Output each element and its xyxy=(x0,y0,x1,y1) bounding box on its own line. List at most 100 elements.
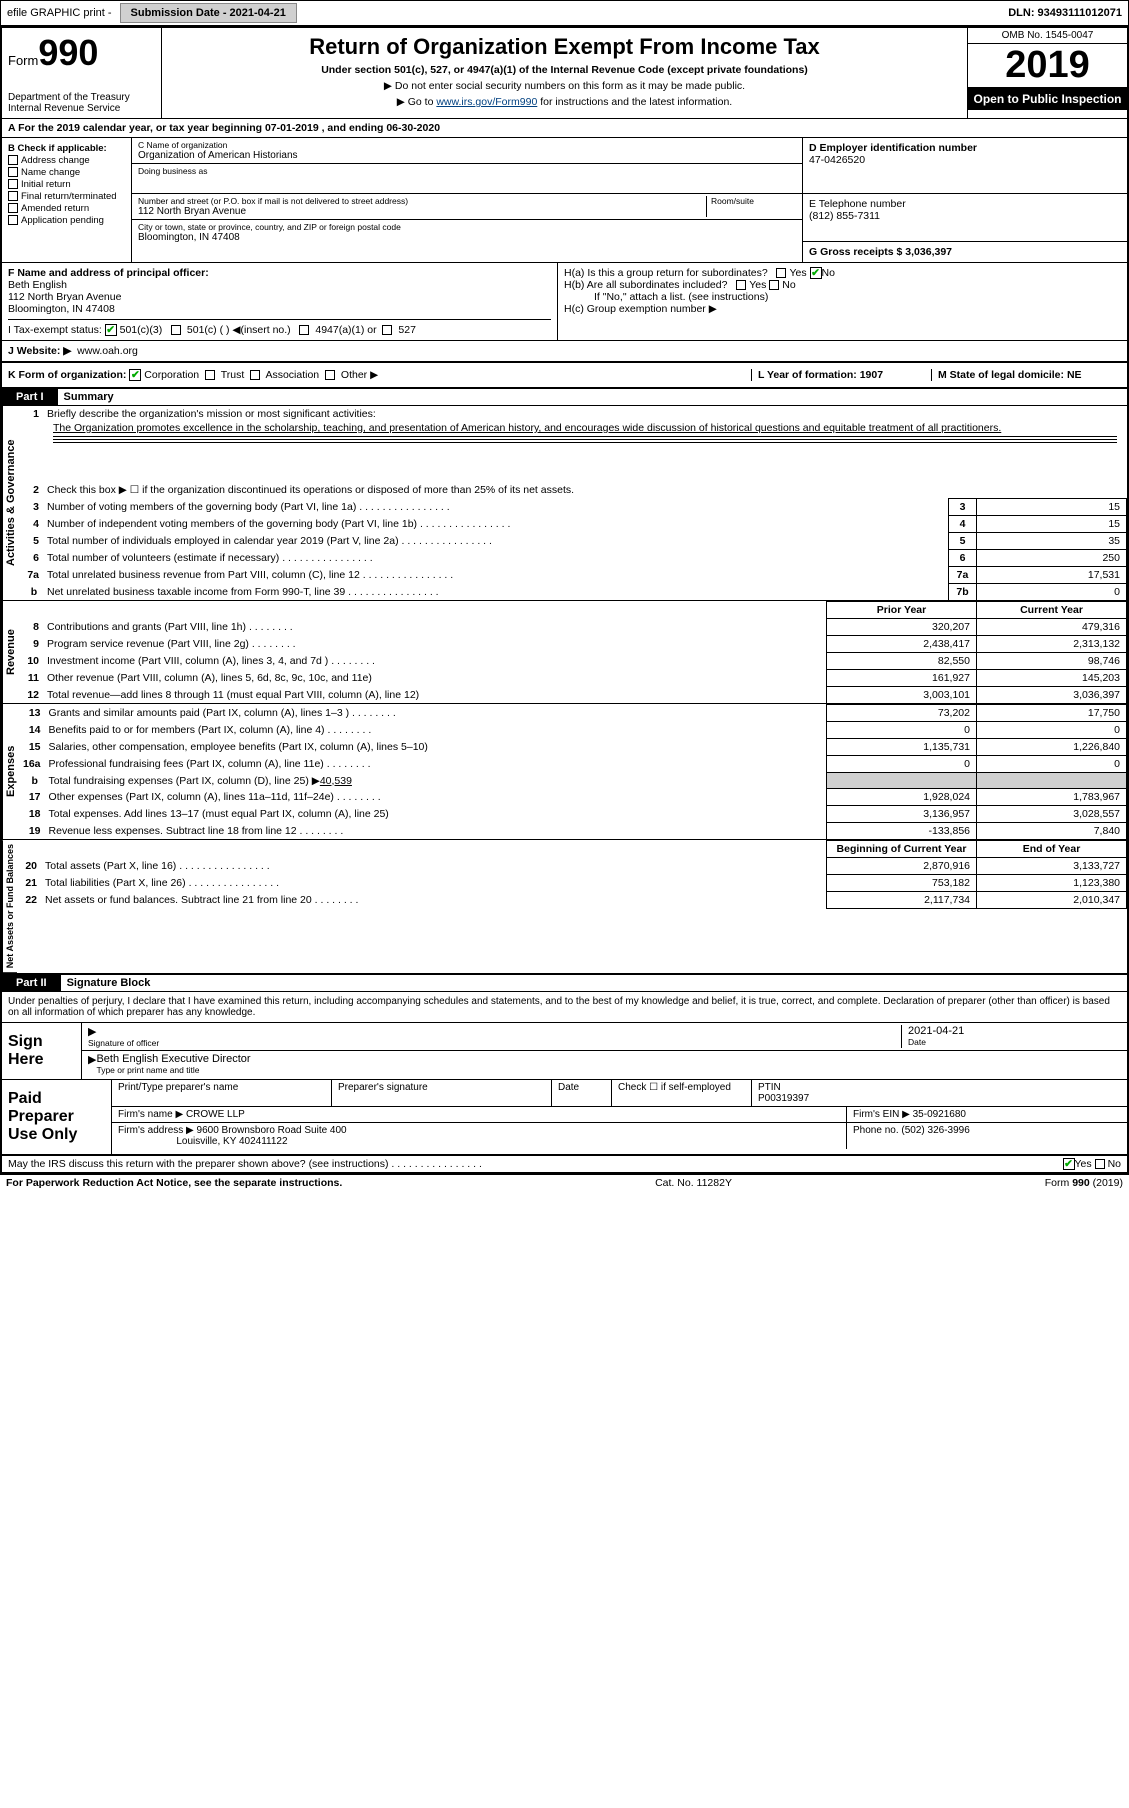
prior-13: 73,202 xyxy=(827,705,977,722)
form-label: Form xyxy=(8,53,38,68)
checkbox-ha-no[interactable]: ✔ xyxy=(810,267,822,279)
fundraising-total: 40,539 xyxy=(320,775,352,787)
telephone: (812) 855-7311 xyxy=(809,210,1121,222)
side-activities-governance: Activities & Governance xyxy=(2,406,19,601)
curr-18: 3,028,557 xyxy=(977,806,1127,823)
checkbox-association[interactable] xyxy=(250,370,260,380)
prior-17: 1,928,024 xyxy=(827,789,977,806)
sign-here-label: Sign Here xyxy=(2,1023,82,1079)
curr-14: 0 xyxy=(977,722,1127,739)
side-expenses: Expenses xyxy=(2,704,19,840)
curr-17: 1,783,967 xyxy=(977,789,1127,806)
org-city: Bloomington, IN 47408 xyxy=(138,232,796,243)
checkbox-4947[interactable] xyxy=(299,325,309,335)
val-3: 15 xyxy=(977,499,1127,516)
checkbox-501c[interactable] xyxy=(171,325,181,335)
beg-21: 753,182 xyxy=(827,875,977,892)
mission-text: The Organization promotes excellence in … xyxy=(53,422,1001,434)
curr-11: 145,203 xyxy=(977,670,1127,687)
curr-12: 3,036,397 xyxy=(977,687,1127,704)
prior-10: 82,550 xyxy=(827,653,977,670)
org-address: 112 North Bryan Avenue xyxy=(138,206,706,217)
topbar: efile GRAPHIC print - Submission Date - … xyxy=(0,0,1129,26)
form-subtitle: Under section 501(c), 527, or 4947(a)(1)… xyxy=(170,64,959,76)
omb-number: OMB No. 1545-0047 xyxy=(968,28,1127,44)
dept-label: Department of the Treasury xyxy=(8,92,155,103)
val-6: 250 xyxy=(977,550,1127,567)
efile-label: efile GRAPHIC print - xyxy=(1,7,118,19)
officer-name: Beth English xyxy=(8,279,551,291)
state-domicile: M State of legal domicile: NE xyxy=(938,369,1082,381)
prior-9: 2,438,417 xyxy=(827,636,977,653)
firm-phone: (502) 326-3996 xyxy=(901,1125,969,1136)
checkbox-hb-yes[interactable] xyxy=(736,280,746,290)
beg-22: 2,117,734 xyxy=(827,892,977,909)
checkbox-527[interactable] xyxy=(382,325,392,335)
prior-14: 0 xyxy=(827,722,977,739)
paperwork-notice: For Paperwork Reduction Act Notice, see … xyxy=(6,1177,342,1189)
prior-18: 3,136,957 xyxy=(827,806,977,823)
checkbox-other[interactable] xyxy=(325,370,335,380)
checkbox-trust[interactable] xyxy=(205,370,215,380)
prior-15: 1,135,731 xyxy=(827,739,977,756)
checkbox-name-change[interactable] xyxy=(8,167,18,177)
val-5: 35 xyxy=(977,533,1127,550)
line-a: A For the 2019 calendar year, or tax yea… xyxy=(2,119,1127,138)
side-revenue: Revenue xyxy=(2,601,19,704)
form-number: 990 xyxy=(38,32,98,73)
curr-9: 2,313,132 xyxy=(977,636,1127,653)
part-1-header: Part I xyxy=(2,389,58,405)
checkbox-address-change[interactable] xyxy=(8,155,18,165)
curr-19: 7,840 xyxy=(977,823,1127,840)
penalties-statement: Under penalties of perjury, I declare th… xyxy=(2,992,1127,1022)
val-4: 15 xyxy=(977,516,1127,533)
irs-label: Internal Revenue Service xyxy=(8,103,155,114)
catalog-number: Cat. No. 11282Y xyxy=(655,1177,732,1189)
checkbox-final-return[interactable] xyxy=(8,191,18,201)
gross-receipts: G Gross receipts $ 3,036,397 xyxy=(809,246,952,258)
note-goto: ▶ Go to www.irs.gov/Form990 for instruct… xyxy=(170,96,959,108)
paid-preparer-label: Paid Preparer Use Only xyxy=(2,1080,112,1154)
checkbox-initial-return[interactable] xyxy=(8,179,18,189)
submission-date-button[interactable]: Submission Date - 2021-04-21 xyxy=(120,3,297,23)
checkbox-hb-no[interactable] xyxy=(769,280,779,290)
checkbox-corporation[interactable]: ✔ xyxy=(129,369,141,381)
prior-19: -133,856 xyxy=(827,823,977,840)
firm-ein: 35-0921680 xyxy=(913,1109,966,1120)
ein: 47-0426520 xyxy=(809,154,1121,166)
curr-15: 1,226,840 xyxy=(977,739,1127,756)
prior-8: 320,207 xyxy=(827,619,977,636)
checkbox-ha-yes[interactable] xyxy=(776,268,786,278)
open-inspection: Open to Public Inspection xyxy=(968,88,1127,110)
form-990: Form990 Department of the Treasury Inter… xyxy=(0,26,1129,1175)
note-ssn: ▶ Do not enter social security numbers o… xyxy=(170,80,959,92)
form-title: Return of Organization Exempt From Incom… xyxy=(170,34,959,60)
val-7b: 0 xyxy=(977,584,1127,601)
org-name: Organization of American Historians xyxy=(138,150,796,161)
dln-label: DLN: 93493111012071 xyxy=(1002,7,1128,19)
signature-date: 2021-04-21 xyxy=(908,1025,964,1037)
col-b-checkboxes: B Check if applicable: Address change Na… xyxy=(2,138,132,262)
curr-13: 17,750 xyxy=(977,705,1127,722)
part-2-header: Part II xyxy=(2,975,61,991)
side-net-assets: Net Assets or Fund Balances xyxy=(2,840,17,973)
end-22: 2,010,347 xyxy=(977,892,1127,909)
prior-16a: 0 xyxy=(827,756,977,773)
val-7a: 17,531 xyxy=(977,567,1127,584)
end-20: 3,133,727 xyxy=(977,858,1127,875)
website: www.oah.org xyxy=(77,345,138,357)
curr-16a: 0 xyxy=(977,756,1127,773)
curr-8: 479,316 xyxy=(977,619,1127,636)
tax-year: 2019 xyxy=(968,44,1127,88)
checkbox-discuss-no[interactable] xyxy=(1095,1159,1105,1169)
checkbox-501c3[interactable]: ✔ xyxy=(105,324,117,336)
checkbox-application-pending[interactable] xyxy=(8,215,18,225)
curr-10: 98,746 xyxy=(977,653,1127,670)
firm-name: CROWE LLP xyxy=(186,1109,245,1120)
form990-link[interactable]: www.irs.gov/Form990 xyxy=(436,96,537,108)
year-formation: L Year of formation: 1907 xyxy=(758,369,883,381)
checkbox-amended-return[interactable] xyxy=(8,203,18,213)
prior-11: 161,927 xyxy=(827,670,977,687)
end-21: 1,123,380 xyxy=(977,875,1127,892)
checkbox-discuss-yes[interactable]: ✔ xyxy=(1063,1158,1075,1170)
